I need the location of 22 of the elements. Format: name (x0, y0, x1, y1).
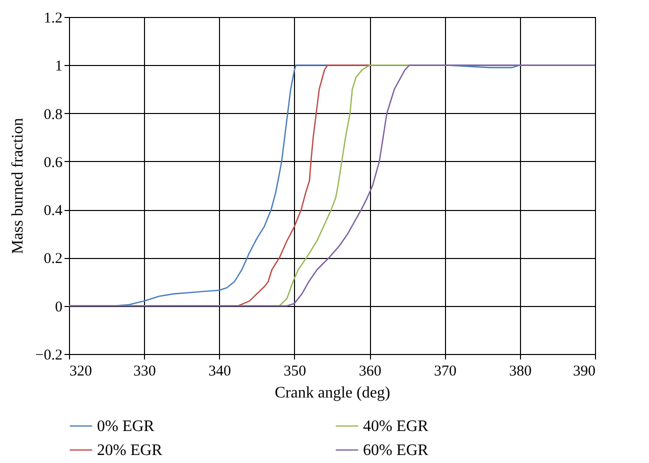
x-tick-label: 380 (509, 364, 532, 380)
y-tick-label: −0.2 (35, 348, 62, 364)
y-tick-label: 0.8 (44, 106, 62, 123)
x-tick-label: 390 (573, 364, 596, 380)
legend-label: 40% EGR (363, 418, 429, 435)
y-tick-label: 0 (55, 299, 62, 316)
x-tick-label: 360 (358, 364, 382, 380)
x-tick-label: 370 (434, 364, 456, 380)
y-tick-label: 0.2 (44, 251, 62, 268)
y-axis-title: Mass burned fraction (9, 118, 26, 254)
x-tick-label: 350 (284, 364, 306, 380)
y-tick-label: 0.4 (44, 203, 63, 220)
x-tick-label: 340 (208, 364, 232, 380)
y-tick-label: 1 (55, 58, 62, 75)
x-axis-title: Crank angle (deg) (274, 384, 390, 402)
legend-label: 60% EGR (363, 442, 429, 459)
y-tick-label: 0.6 (44, 154, 63, 171)
x-tick-label: 320 (70, 364, 92, 380)
y-tick-label: 1.2 (44, 10, 62, 26)
x-tick-label: 330 (133, 364, 156, 380)
legend-label: 0% EGR (97, 418, 155, 435)
legend-label: 20% EGR (97, 442, 163, 459)
